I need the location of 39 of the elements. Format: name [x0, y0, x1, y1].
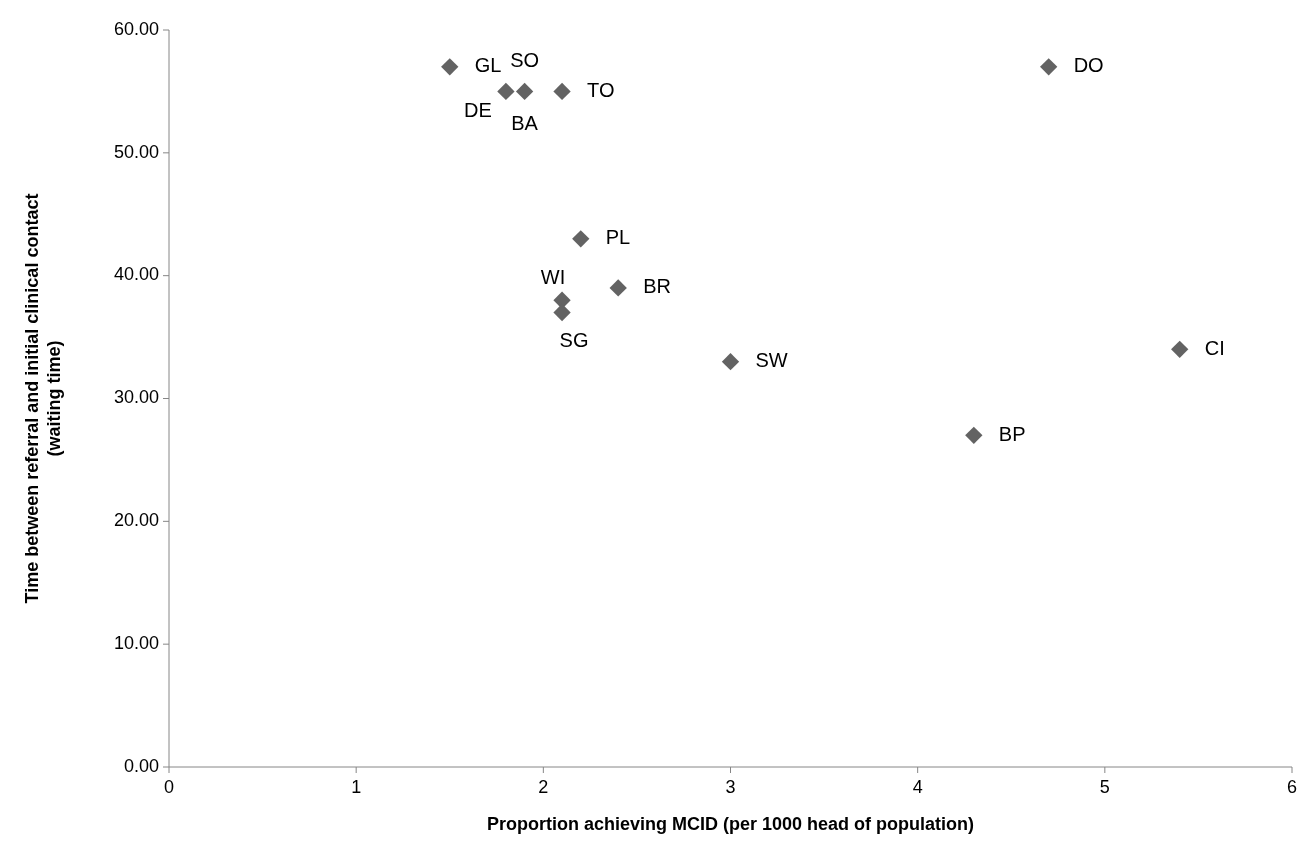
- y-tick-label: 30.00: [113, 387, 159, 408]
- annotation: SW: [755, 348, 788, 371]
- point: [965, 426, 983, 445]
- x-tick-label: 4: [912, 777, 923, 797]
- y-tick-label: 50.00: [113, 141, 159, 162]
- x-tick-label: 3: [725, 777, 736, 797]
- annotation: SG: [559, 328, 589, 351]
- annotation: BP: [998, 422, 1026, 445]
- point: [515, 82, 534, 101]
- annotation: TO: [587, 78, 615, 101]
- point: [553, 82, 571, 101]
- annotation: GL: [474, 54, 502, 77]
- point: [721, 352, 740, 371]
- annotation: CI: [1204, 336, 1225, 359]
- x-axis-title: Proportion achieving MCID (per 1000 head of population): [486, 814, 975, 834]
- y-axis-title: Time between referral and initial clinical contact (waiting time): [22, 193, 64, 604]
- x-tick-label: 6: [1286, 777, 1298, 797]
- x-tick-label: 0: [163, 777, 175, 797]
- point: [609, 279, 627, 297]
- annotation: SO: [510, 48, 540, 71]
- point: [497, 82, 515, 101]
- x-tick-label: 2: [538, 777, 549, 797]
- point: [441, 58, 459, 76]
- y-tick-label: 0.00: [123, 755, 159, 776]
- y-tick-label: 20.00: [113, 510, 159, 531]
- annotation: PL: [605, 226, 631, 249]
- annotation: DE: [464, 98, 492, 121]
- y-tick-label: 10.00: [113, 632, 159, 653]
- annotation: BR: [643, 275, 671, 298]
- y-tick-label: 40.00: [113, 264, 159, 285]
- point: [572, 230, 590, 248]
- annotation: BA: [511, 111, 539, 134]
- y-tick-label: 60.00: [113, 18, 159, 39]
- x-tick-label: 1: [351, 777, 362, 797]
- point: [1040, 58, 1058, 76]
- annotation: WI: [540, 265, 566, 288]
- point: [1171, 340, 1189, 359]
- x-tick-label: 5: [1099, 777, 1110, 797]
- annotation: DO: [1073, 54, 1104, 77]
